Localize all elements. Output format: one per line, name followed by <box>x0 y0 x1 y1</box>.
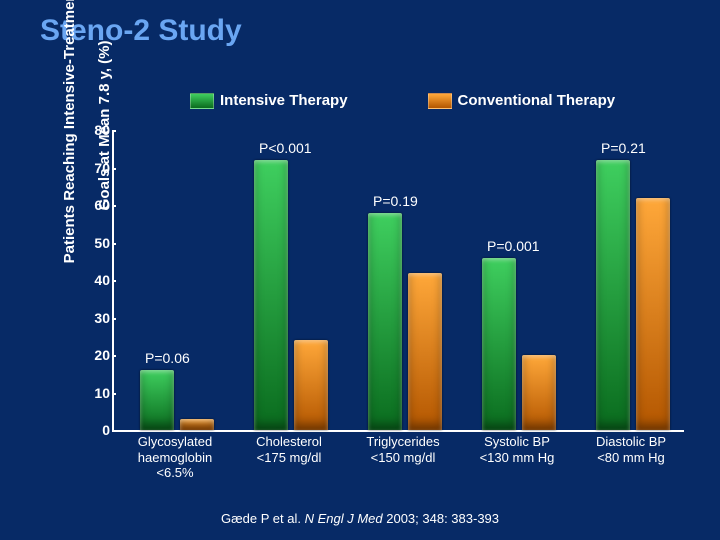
p-value-label: P=0.19 <box>373 193 418 209</box>
legend-label-intensive: Intensive Therapy <box>220 92 348 109</box>
y-tick: 0 <box>76 422 110 438</box>
y-tick: 30 <box>76 310 110 326</box>
bar <box>140 370 174 430</box>
p-value-label: P=0.06 <box>145 350 190 366</box>
citation-journal: N Engl J Med <box>305 511 383 526</box>
bar <box>636 198 670 431</box>
legend-item-conventional: Conventional Therapy <box>428 92 616 109</box>
y-tick: 80 <box>76 122 110 138</box>
bar <box>522 355 556 430</box>
bar <box>408 273 442 431</box>
y-tick: 60 <box>76 197 110 213</box>
bar <box>368 213 402 431</box>
slide: Steno-2 Study Patients Reaching Intensiv… <box>0 0 720 540</box>
p-value-label: P=0.21 <box>601 140 646 156</box>
legend-label-conventional: Conventional Therapy <box>458 92 616 109</box>
y-tick: 70 <box>76 160 110 176</box>
y-tick: 20 <box>76 347 110 363</box>
category-label: Glycosylatedhaemoglobin<6.5% <box>120 434 230 481</box>
category-label: Triglycerides<150 mg/dl <box>348 434 458 465</box>
category-label: Diastolic BP<80 mm Hg <box>576 434 686 465</box>
category-label: Cholesterol<175 mg/dl <box>234 434 344 465</box>
y-tick: 50 <box>76 235 110 251</box>
y-tick: 40 <box>76 272 110 288</box>
citation-author: Gæde P et al. <box>221 511 301 526</box>
citation-rest: 2003; 348: 383-393 <box>383 511 499 526</box>
citation: Gæde P et al. N Engl J Med 2003; 348: 38… <box>0 511 720 526</box>
bar <box>254 160 288 430</box>
bar <box>180 419 214 430</box>
legend-swatch-intensive <box>190 93 214 109</box>
bar <box>294 340 328 430</box>
p-value-label: P<0.001 <box>259 140 312 156</box>
p-value-label: P=0.001 <box>487 238 540 254</box>
category-label: Systolic BP<130 mm Hg <box>462 434 572 465</box>
bar <box>596 160 630 430</box>
legend: Intensive Therapy Conventional Therapy <box>190 92 615 109</box>
legend-item-intensive: Intensive Therapy <box>190 92 348 109</box>
bar <box>482 258 516 431</box>
bar-chart-plot: 01020304050607080 <box>112 130 684 432</box>
legend-swatch-conventional <box>428 93 452 109</box>
y-tick: 10 <box>76 385 110 401</box>
